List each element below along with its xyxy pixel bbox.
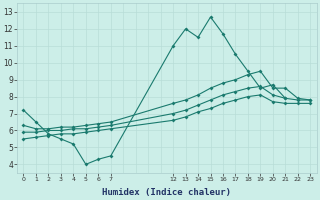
X-axis label: Humidex (Indice chaleur): Humidex (Indice chaleur) (102, 188, 231, 197)
